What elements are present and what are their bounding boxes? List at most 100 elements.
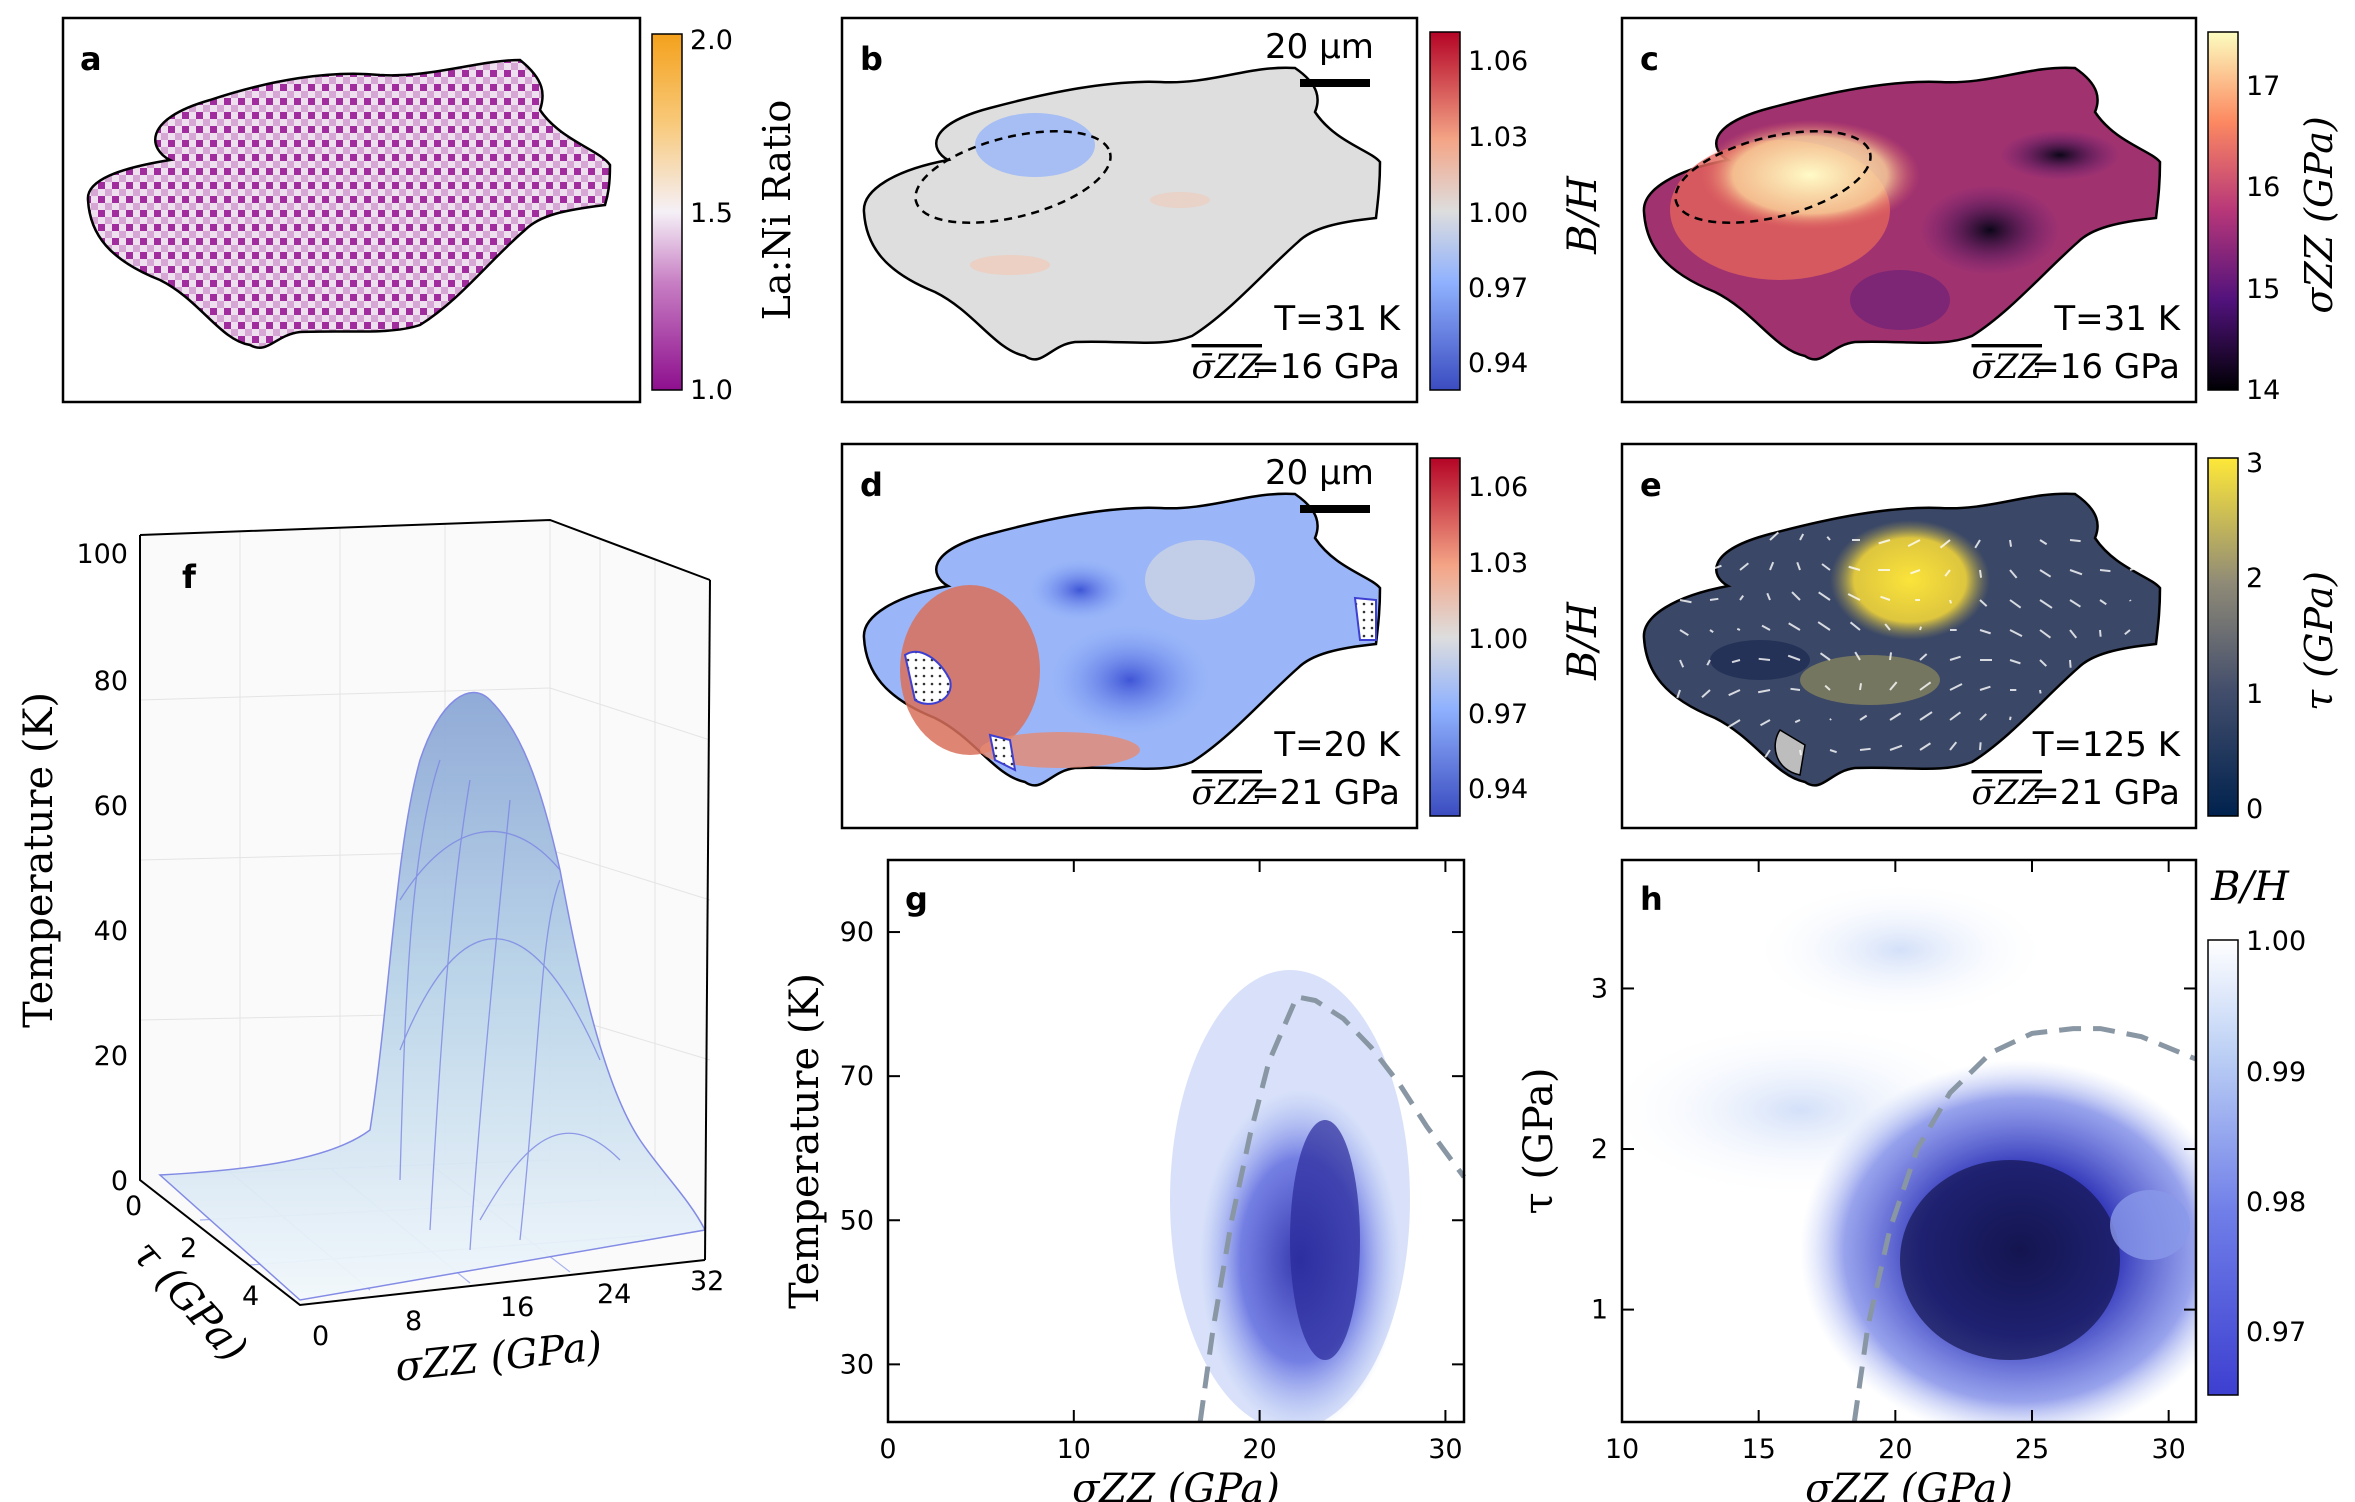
arrow — [2069, 539, 2081, 543]
arrow — [1709, 564, 1722, 571]
plot-frame — [1620, 858, 2198, 1424]
x-tick: 0 — [312, 1321, 329, 1352]
sigma-label: σ̄ZZ — [1972, 773, 2044, 813]
arrow — [2121, 749, 2131, 757]
arrow — [1679, 599, 1692, 604]
arrow — [1679, 567, 1692, 571]
arrow — [1919, 742, 1931, 751]
x-tick-label: 0 — [879, 1434, 896, 1465]
arrow — [2099, 629, 2102, 637]
arrow — [1889, 681, 1898, 691]
colorbar-tick: 3 — [2246, 448, 2263, 479]
y-axis-label: Temperature (K) — [782, 973, 828, 1309]
arrow — [1847, 593, 1861, 601]
arrow — [2118, 719, 2131, 729]
panel-e: e T=125 K σ̄ZZ =21 GPa 3 2 1 0 τ (GPa) — [1620, 442, 2341, 830]
arrow — [1817, 621, 1831, 631]
y-tick-label: 30 — [840, 1349, 874, 1380]
arrow — [2009, 659, 2021, 665]
y-tick-label: 1 — [1591, 1295, 1608, 1326]
y-tick: 2 — [180, 1233, 197, 1264]
y-tick-label: 90 — [840, 917, 874, 948]
arrow — [1764, 749, 1771, 758]
colorbar-tick: 0.99 — [2246, 1057, 2306, 1088]
z-tick: 100 — [76, 539, 128, 570]
arrow — [1944, 569, 1951, 577]
colorbar-tick: 0.98 — [2246, 1187, 2306, 1218]
panel-f: f 100 80 60 40 20 0 Temperature (K) 0 8 … — [16, 518, 724, 1391]
z-tick: 60 — [94, 791, 128, 822]
sigma-value: =21 GPa — [2031, 773, 2180, 813]
x-tick-label: 10 — [1057, 1434, 1091, 1465]
panel-c: c T=31 K σ̄ZZ =16 GPa 17 16 15 14 σZZ (G… — [1620, 16, 2341, 406]
arrow — [1919, 711, 1933, 721]
arrow — [1826, 536, 1831, 541]
arrow — [1739, 531, 1753, 541]
arrow — [1758, 657, 1771, 661]
arrow — [1679, 659, 1685, 668]
arrow — [1949, 711, 1962, 721]
temperature-label: T=31 K — [2053, 299, 2181, 339]
arrow — [2089, 689, 2101, 699]
scalebar-label: 20 μm — [1265, 453, 1374, 493]
arrow — [1787, 654, 1801, 661]
arrow — [2039, 569, 2052, 578]
colorbar-tick: 0.94 — [1468, 774, 1528, 805]
arrow — [2039, 599, 2053, 609]
arrow — [2059, 719, 2071, 725]
arrow — [1979, 685, 1991, 691]
colorbar-tick: 2 — [2246, 563, 2263, 594]
arrow — [1979, 569, 1983, 578]
colorbar-tick: 1.00 — [1468, 198, 1528, 229]
arrow — [2064, 689, 2071, 697]
arrow — [1761, 624, 1771, 631]
arrow — [1910, 569, 1921, 575]
arrow — [1766, 592, 1771, 601]
boundary-line — [1197, 994, 1467, 1423]
arrow — [1889, 744, 1903, 751]
arrow — [1949, 655, 1961, 661]
colorbar-tick: 1.00 — [2246, 926, 2306, 957]
arrow — [2029, 745, 2041, 751]
arrow — [2124, 629, 2131, 636]
x-axis-label: σZZ (GPa) — [1072, 1466, 1280, 1502]
arrow — [1884, 623, 1891, 631]
arrow — [1799, 749, 1803, 756]
temperature-label: T=31 K — [1273, 299, 1401, 339]
arrow — [1706, 659, 1711, 666]
colorbar-tick: 1.00 — [1468, 624, 1528, 655]
arrow — [1698, 719, 1711, 729]
arrow — [1794, 719, 1801, 724]
arrow — [2039, 659, 2047, 667]
arrow — [1799, 533, 1805, 541]
arrow — [1979, 713, 1987, 721]
colorbar-tick: 15 — [2246, 274, 2280, 305]
arrow — [1949, 599, 1953, 604]
colorbar-label: σZZ (GPa) — [2297, 116, 2341, 313]
arrow — [1919, 681, 1932, 691]
arrow — [2004, 743, 2011, 751]
z-tick: 80 — [94, 666, 128, 697]
x-axis-label: σZZ (GPa) — [1805, 1466, 2013, 1502]
arrow — [2009, 539, 2013, 547]
colorbar-tick: 17 — [2246, 71, 2280, 102]
panel-letter: e — [1640, 466, 1662, 504]
colorbar-label: B/H — [2210, 864, 2290, 910]
arrow — [1739, 595, 1745, 601]
panel-letter: b — [860, 40, 883, 78]
x-tick: 8 — [405, 1306, 422, 1337]
surface — [158, 691, 707, 1301]
arrow — [1824, 684, 1831, 691]
arrow — [1974, 539, 1981, 549]
y-tick-label: 50 — [840, 1205, 874, 1236]
arrow — [1829, 749, 1837, 754]
panel-letter: d — [860, 466, 883, 504]
y-tick-label: 2 — [1591, 1134, 1608, 1165]
colorbar-bh — [1429, 31, 1461, 391]
arrow — [1979, 742, 1982, 751]
arrow — [2099, 536, 2113, 541]
arrow — [2009, 716, 2012, 721]
arrow — [1859, 683, 1863, 691]
